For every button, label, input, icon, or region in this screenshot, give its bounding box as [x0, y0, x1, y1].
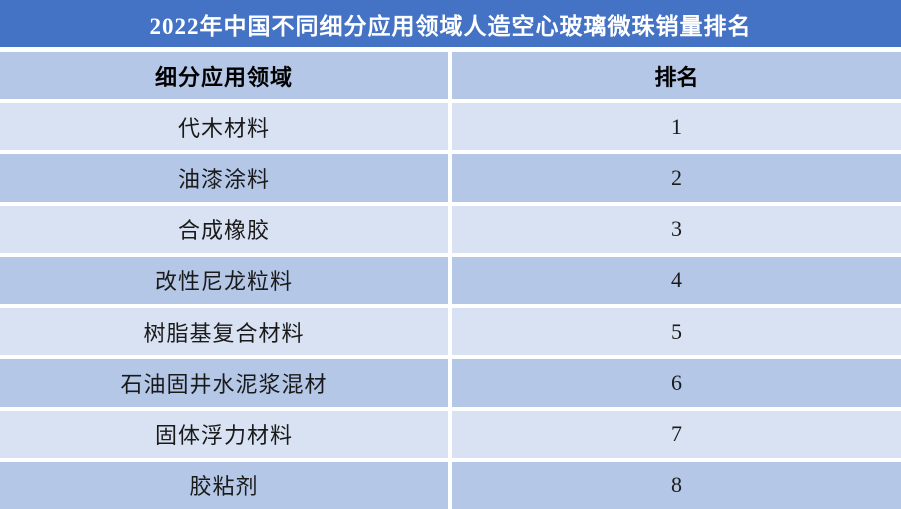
table-row: 改性尼龙粒料 4 — [0, 256, 901, 305]
rank-cell: 7 — [452, 410, 901, 458]
column-header-rank: 排名 — [452, 52, 901, 100]
rank-cell: 4 — [452, 256, 901, 305]
rank-cell: 8 — [452, 461, 901, 509]
field-cell: 油漆涂料 — [0, 154, 448, 202]
table-row: 胶粘剂 8 — [0, 461, 901, 509]
column-header-field: 细分应用领域 — [0, 52, 448, 100]
table-header-row: 细分应用领域 排名 — [0, 52, 901, 100]
table-row: 油漆涂料 2 — [0, 154, 901, 202]
field-cell: 合成橡胶 — [0, 205, 448, 253]
rank-cell: 1 — [452, 103, 901, 151]
rank-cell: 3 — [452, 205, 901, 253]
rank-cell: 6 — [452, 359, 901, 407]
table-row: 树脂基复合材料 5 — [0, 308, 901, 356]
field-cell: 代木材料 — [0, 103, 448, 151]
table-row: 石油固井水泥浆混材 6 — [0, 359, 901, 407]
field-cell: 固体浮力材料 — [0, 410, 448, 458]
rank-cell: 2 — [452, 154, 901, 202]
table-row: 代木材料 1 — [0, 103, 901, 151]
field-cell: 树脂基复合材料 — [0, 308, 448, 356]
page-title: 2022年中国不同细分应用领域人造空心玻璃微珠销量排名 — [0, 0, 901, 47]
field-cell: 改性尼龙粒料 — [0, 256, 448, 305]
ranking-table: 细分应用领域 排名 代木材料 1 油漆涂料 2 合成橡胶 3 改性尼龙粒料 4 … — [0, 52, 901, 509]
table-row: 合成橡胶 3 — [0, 205, 901, 253]
rank-cell: 5 — [452, 308, 901, 356]
field-cell: 石油固井水泥浆混材 — [0, 359, 448, 407]
field-cell: 胶粘剂 — [0, 461, 448, 509]
table-row: 固体浮力材料 7 — [0, 410, 901, 458]
